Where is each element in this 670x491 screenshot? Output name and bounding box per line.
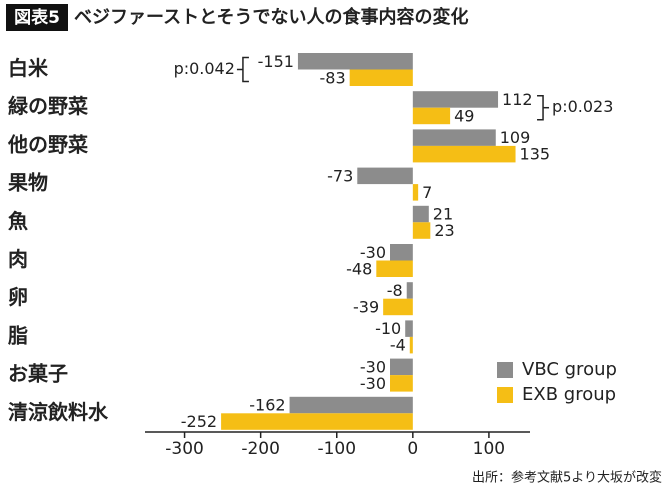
category-label: 卵: [8, 285, 28, 309]
category-label: 魚: [8, 209, 28, 233]
value-label: 21: [433, 205, 453, 224]
x-tick-label: 100: [473, 439, 505, 459]
value-label: -39: [353, 297, 379, 316]
bar: [376, 260, 413, 277]
x-tick-label: -100: [317, 439, 356, 459]
bar: [405, 320, 413, 337]
bar: [383, 298, 413, 316]
value-label: 112: [502, 90, 533, 109]
legend-swatch: [497, 362, 513, 378]
bracket: [537, 94, 544, 121]
legend-swatch: [497, 387, 513, 403]
value-label: -8: [387, 281, 403, 300]
category-label: 白米: [8, 56, 49, 80]
bar: [412, 184, 419, 201]
legend-label: EXB group: [522, 384, 616, 405]
bar: [289, 396, 413, 414]
bar: [349, 69, 413, 86]
x-tick-label: -300: [165, 439, 204, 459]
bar: [357, 167, 413, 185]
source-note: 出所：参考文献5より大坂が改変: [472, 470, 662, 486]
value-label: 49: [454, 106, 474, 125]
category-label: 他の野菜: [7, 132, 88, 156]
x-tick-label: -200: [241, 439, 280, 459]
bar: [412, 205, 429, 223]
bar: [390, 375, 413, 392]
category-label: 緑の野菜: [8, 94, 88, 118]
bar: [412, 222, 431, 239]
value-label: 23: [434, 221, 454, 240]
value-label: -252: [181, 412, 217, 431]
bar: [390, 244, 413, 261]
bar: [297, 53, 413, 70]
category-label: お菓子: [8, 362, 68, 386]
value-label: -73: [327, 166, 353, 185]
value-label: -10: [375, 319, 401, 338]
legend-label: VBC group: [522, 359, 617, 380]
figure-label: 図表5: [14, 7, 60, 28]
bar: [412, 91, 499, 108]
bar: [390, 358, 413, 376]
value-label: -48: [346, 259, 372, 278]
category-label: 肉: [8, 247, 28, 271]
value-label: 135: [520, 145, 551, 164]
value-label: -30: [360, 243, 386, 262]
bar: [221, 413, 413, 430]
value-label: 7: [422, 183, 432, 202]
value-label: 109: [500, 128, 531, 147]
category-label: 脂: [8, 323, 28, 347]
annotation: p:0.042: [174, 59, 235, 78]
bar: [409, 336, 413, 354]
bracket: [242, 56, 249, 83]
category-label: 清涼飲料水: [8, 400, 109, 424]
bar: [412, 145, 516, 163]
value-label: -83: [320, 68, 346, 87]
figure-badge: [6, 4, 68, 31]
value-label: -30: [360, 374, 386, 393]
category-label: 果物: [8, 171, 48, 195]
value-label: -4: [390, 336, 406, 355]
bar: [406, 282, 413, 299]
value-label: -162: [249, 396, 285, 415]
bar: [412, 107, 451, 125]
annotation: p:0.023: [552, 97, 613, 116]
bar: [412, 129, 496, 146]
chart-title: ベジファーストとそうでない人の食事内容の変化: [74, 6, 469, 28]
value-label: -30: [360, 357, 386, 376]
x-tick-label: 0: [407, 439, 418, 459]
value-label: -151: [258, 52, 294, 71]
